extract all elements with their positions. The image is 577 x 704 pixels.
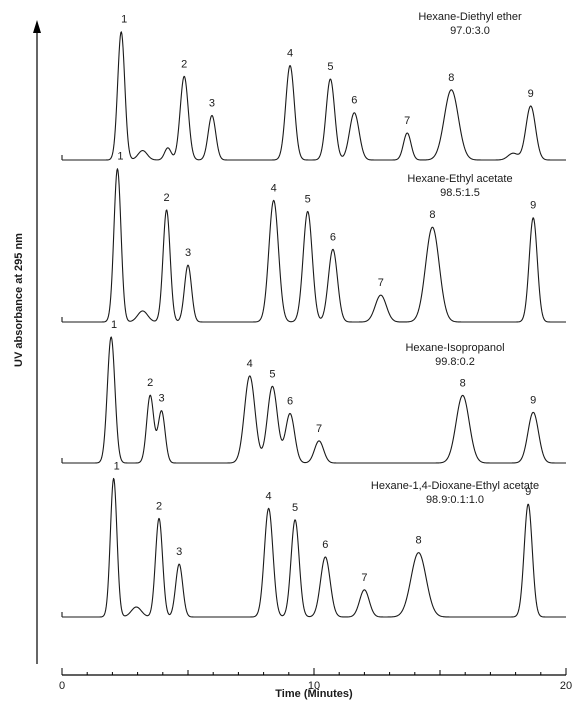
condition-ratio-label: 98.5:1.5: [440, 187, 480, 199]
condition-labels: Hexane-Diethyl ether 97.0:3.0 Hexane-Ethyl…: [371, 11, 539, 506]
chromatogram-trace-2: [61, 168, 566, 323]
peak-label: 8: [429, 209, 435, 221]
peak-label: 7: [316, 423, 322, 435]
peak-label: 2: [181, 58, 187, 70]
peak-label: 3: [185, 247, 191, 259]
peak-label: 8: [416, 535, 422, 547]
condition-ratio-label: 98.9:0.1:1.0: [426, 494, 484, 506]
peak-label: 9: [525, 486, 531, 498]
condition-solvent-label: Hexane-1,4-Dioxane-Ethyl acetate: [371, 480, 539, 492]
peak-label: 9: [530, 200, 536, 212]
peak-label: 5: [305, 193, 311, 205]
trace-line: [62, 168, 566, 323]
y-axis-title: UV absorbance at 295 nm: [13, 233, 25, 367]
chromatogram-trace-3: [61, 336, 566, 464]
x-axis-ticks: 0 10 20: [59, 668, 572, 692]
condition-solvent-label: Hexane-Isopropanol: [405, 342, 504, 354]
peak-label: 4: [247, 358, 253, 370]
chromatogram-traces: [61, 31, 566, 618]
trace-line: [62, 336, 566, 464]
peak-label: 9: [530, 394, 536, 406]
peak-label: 9: [528, 88, 534, 100]
chromatogram-trace-4: [61, 477, 566, 618]
peak-label: 2: [147, 377, 153, 389]
trace-line: [62, 31, 566, 161]
condition-ratio-label: 99.8:0.2: [435, 356, 475, 368]
peak-label: 1: [111, 319, 117, 331]
peak-label: 6: [322, 539, 328, 551]
condition-solvent-label: Hexane-Ethyl acetate: [407, 173, 512, 185]
peak-label: 7: [404, 115, 410, 127]
peak-label: 4: [287, 48, 293, 60]
peak-label: 1: [114, 460, 120, 472]
peak-label: 7: [378, 277, 384, 289]
peak-label: 6: [351, 95, 357, 107]
condition-solvent-label: Hexane-Diethyl ether: [418, 11, 522, 23]
peak-label: 4: [266, 490, 272, 502]
peak-label: 5: [292, 502, 298, 514]
peak-label: 3: [158, 393, 164, 405]
peak-label: 6: [287, 395, 293, 407]
condition-ratio-label: 97.0:3.0: [450, 25, 490, 37]
x-axis-title: Time (Minutes): [275, 688, 353, 700]
chromatogram-trace-1: [61, 31, 566, 161]
peak-label: 3: [209, 97, 215, 109]
x-tick-label: 0: [59, 680, 65, 692]
peak-label: 8: [448, 72, 454, 84]
peak-label: 1: [121, 14, 127, 26]
peak-label: 6: [330, 231, 336, 243]
peak-label: 7: [361, 572, 367, 584]
trace-line: [62, 477, 566, 618]
peak-label: 1: [117, 151, 123, 163]
peak-label: 5: [269, 368, 275, 380]
x-tick-label: 10: [308, 680, 320, 692]
peak-label: 4: [271, 182, 277, 194]
peak-label: 3: [176, 546, 182, 558]
x-tick-label: 20: [560, 680, 572, 692]
peak-label: 5: [327, 61, 333, 73]
peak-label: 2: [164, 192, 170, 204]
y-axis-arrow-icon: [33, 20, 41, 33]
peak-label: 2: [156, 500, 162, 512]
peak-label: 8: [460, 377, 466, 389]
